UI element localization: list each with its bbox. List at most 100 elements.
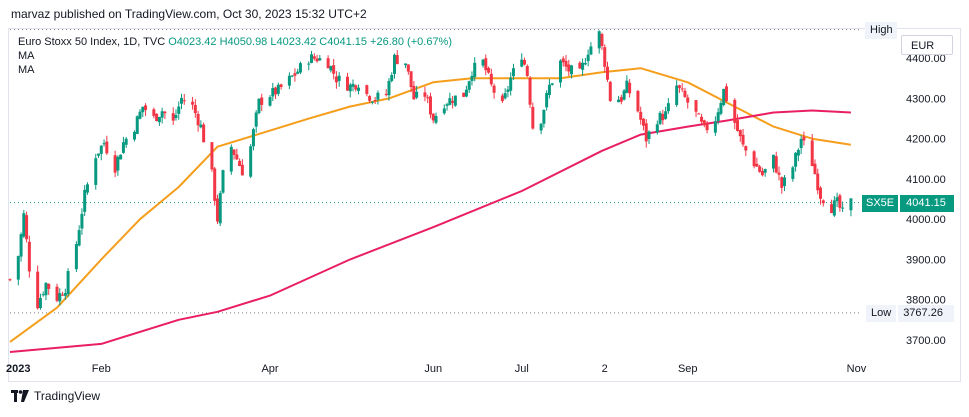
candle-body — [345, 76, 349, 91]
candlestick — [680, 83, 684, 92]
candle-body — [238, 160, 242, 166]
candle-body — [348, 84, 352, 92]
candle-body — [586, 54, 590, 62]
candlestick — [794, 151, 798, 172]
legend-ma-1[interactable]: MA — [18, 50, 35, 62]
candle-body — [694, 100, 698, 112]
candle-body — [290, 75, 294, 77]
candle-body — [44, 283, 48, 296]
candle-body — [8, 279, 12, 281]
candle-body — [658, 112, 662, 124]
candle-body — [810, 140, 814, 167]
candlestick — [625, 75, 629, 94]
candle-body — [406, 64, 410, 72]
candlestick — [489, 68, 493, 87]
candle-body — [453, 95, 457, 106]
candlestick — [193, 99, 197, 118]
candle-body — [144, 105, 148, 111]
candle-body — [155, 113, 159, 121]
chart-frame — [8, 28, 961, 382]
candlestick — [713, 116, 717, 136]
candlestick — [467, 80, 471, 93]
candle-body — [121, 142, 125, 153]
candlestick — [484, 54, 488, 76]
candlestick — [276, 82, 280, 96]
candle-body — [249, 146, 253, 177]
candle-body — [135, 116, 139, 134]
candle-body — [525, 65, 529, 76]
candle-body — [547, 84, 551, 95]
candlestick — [724, 83, 728, 103]
candlestick — [586, 49, 590, 67]
candlestick — [451, 96, 455, 109]
legend-ma-2[interactable]: MA — [18, 64, 35, 76]
candlestick — [639, 106, 643, 125]
candlestick — [661, 109, 665, 125]
candle-body — [738, 129, 742, 137]
candlestick — [124, 136, 128, 148]
footer-branding[interactable]: TradingView — [11, 389, 100, 403]
candlestick — [404, 63, 408, 69]
candle-body — [448, 98, 452, 105]
candlestick — [741, 128, 745, 147]
candle-body — [722, 88, 726, 105]
candle-body — [830, 204, 834, 213]
candle-body — [705, 124, 709, 131]
candle-body — [567, 64, 571, 72]
candle-body — [326, 58, 330, 69]
candle-body — [622, 90, 626, 100]
candlestick — [307, 61, 311, 71]
candlestick — [744, 145, 748, 157]
ma-line-2 — [9, 109, 851, 353]
candle-body — [157, 116, 161, 123]
candle-body — [677, 85, 681, 88]
candle-body — [744, 146, 748, 151]
candlestick — [464, 85, 468, 98]
candle-body — [802, 136, 806, 141]
candle-body — [426, 97, 430, 99]
candlestick — [279, 83, 283, 90]
candlestick — [506, 85, 510, 98]
candle-body — [368, 96, 372, 101]
candle-body — [160, 111, 164, 118]
candle-body — [102, 143, 106, 145]
candle-body — [716, 112, 720, 121]
candlestick — [558, 59, 562, 88]
candlestick — [384, 89, 388, 97]
candle-body — [196, 113, 200, 126]
candlestick — [257, 98, 261, 115]
candlestick — [249, 144, 253, 179]
candlestick — [368, 95, 372, 103]
candle-body — [257, 98, 261, 114]
candlestick — [387, 77, 391, 101]
candle-body — [276, 84, 280, 94]
candle-body — [531, 106, 535, 129]
candlestick — [603, 44, 607, 73]
candlestick — [771, 154, 775, 173]
candlestick — [849, 198, 853, 217]
candlestick — [677, 84, 681, 93]
candle-body — [597, 31, 601, 49]
candle-body — [558, 60, 562, 83]
candlestick — [462, 92, 466, 98]
candlestick — [171, 107, 175, 125]
candle-body — [310, 54, 314, 63]
candlestick — [755, 157, 759, 167]
candlestick — [570, 64, 574, 79]
candlestick — [525, 64, 529, 78]
candlestick — [310, 50, 314, 64]
candle-body — [821, 200, 825, 204]
candle-body — [451, 100, 455, 103]
candle-body — [600, 34, 604, 47]
moving-average-layer — [9, 67, 852, 353]
candle-body — [636, 90, 640, 112]
candlestick — [36, 265, 40, 310]
candle-body — [794, 152, 798, 167]
currency-selector[interactable]: EUR — [901, 35, 953, 55]
candlestick — [348, 82, 352, 98]
candle-body — [506, 89, 510, 92]
candlestick — [251, 127, 255, 151]
candlestick — [581, 58, 585, 76]
candle-body — [697, 113, 701, 115]
